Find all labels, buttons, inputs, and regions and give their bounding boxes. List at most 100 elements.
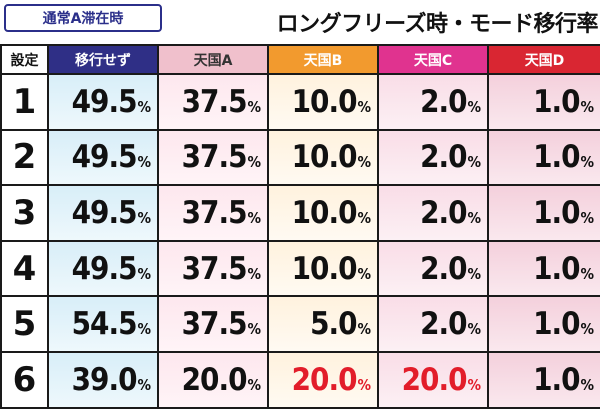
rate-value: 10.0 (291, 83, 358, 120)
rate-cell: 10.0% (267, 184, 379, 242)
rate-cell: 2.0% (377, 239, 489, 298)
table-header-row: 設定 移行せず 天国A 天国B 天国C 天国D (0, 44, 600, 75)
rate-cell: 5.0% (267, 295, 379, 353)
header-setting: 設定 (0, 44, 49, 75)
percent-sign: % (357, 153, 371, 172)
percent-sign: % (137, 97, 151, 116)
rate-value: 1.0 (533, 139, 580, 176)
rate-cell: 1.0% (487, 295, 600, 353)
rate-cell: 54.5% (47, 295, 159, 353)
rate-cell: 2.0% (377, 73, 489, 131)
percent-sign: % (137, 208, 151, 227)
rate-value: 49.5 (71, 139, 138, 176)
rate-value: 37.5 (181, 83, 248, 120)
percent-sign: % (467, 264, 481, 283)
percent-sign: % (467, 208, 481, 227)
header-heaven-b: 天国B (267, 44, 379, 75)
rate-cell: 20.0% (377, 350, 489, 409)
percent-sign: % (357, 97, 371, 116)
percent-sign: % (580, 264, 594, 283)
setting-number: 5 (0, 295, 49, 353)
rate-cell: 10.0% (267, 128, 379, 187)
percent-sign: % (137, 264, 151, 283)
rate-cell: 1.0% (487, 73, 600, 131)
rate-cell: 49.5% (47, 184, 159, 242)
setting-number: 2 (0, 128, 49, 187)
percent-sign: % (357, 264, 371, 283)
rate-value: 2.0 (420, 306, 467, 343)
percent-sign: % (137, 153, 151, 172)
rate-value: 54.5 (71, 306, 138, 343)
percent-sign: % (580, 153, 594, 172)
percent-sign: % (467, 375, 481, 394)
percent-sign: % (247, 375, 261, 394)
header-bar: 通常A滞在時 ロングフリーズ時・モード移行率 (0, 0, 600, 44)
rate-cell: 2.0% (377, 128, 489, 187)
setting-number: 3 (0, 184, 49, 242)
rate-value: 37.5 (181, 139, 248, 176)
rate-cell: 1.0% (487, 350, 600, 409)
state-badge: 通常A滞在時 (4, 4, 162, 32)
table-row: 6 39.0% 20.0% 20.0% 20.0% 1.0% (0, 350, 600, 409)
rate-value: 20.0 (401, 361, 468, 398)
percent-sign: % (357, 375, 371, 394)
rate-value: 10.0 (291, 250, 358, 287)
rate-cell: 1.0% (487, 184, 600, 242)
rate-value: 2.0 (420, 194, 467, 231)
rate-value: 10.0 (291, 139, 358, 176)
percent-sign: % (137, 320, 151, 339)
rate-cell: 2.0% (377, 295, 489, 353)
rate-value: 39.0 (71, 361, 138, 398)
percent-sign: % (357, 208, 371, 227)
rate-value: 37.5 (181, 306, 248, 343)
setting-number: 6 (0, 350, 49, 409)
header-heaven-d: 天国D (487, 44, 600, 75)
rate-value: 1.0 (533, 194, 580, 231)
rate-value: 1.0 (533, 83, 580, 120)
header-no-transition: 移行せず (47, 44, 159, 75)
percent-sign: % (247, 264, 261, 283)
table-row: 1 49.5% 37.5% 10.0% 2.0% 1.0% (0, 73, 600, 131)
rate-cell: 49.5% (47, 128, 159, 187)
percent-sign: % (467, 153, 481, 172)
rate-value: 49.5 (71, 250, 138, 287)
rate-value: 49.5 (71, 83, 138, 120)
setting-number: 4 (0, 239, 49, 298)
percent-sign: % (580, 320, 594, 339)
rate-cell: 20.0% (267, 350, 379, 409)
percent-sign: % (580, 375, 594, 394)
rate-cell: 49.5% (47, 239, 159, 298)
rate-value: 10.0 (291, 194, 358, 231)
rate-value: 2.0 (420, 139, 467, 176)
rate-cell: 10.0% (267, 73, 379, 131)
rate-cell: 37.5% (157, 239, 269, 298)
rate-value: 49.5 (71, 194, 138, 231)
header-heaven-a: 天国A (157, 44, 269, 75)
rate-value: 1.0 (533, 306, 580, 343)
table-row: 2 49.5% 37.5% 10.0% 2.0% 1.0% (0, 128, 600, 187)
rate-cell: 39.0% (47, 350, 159, 409)
rate-value: 20.0 (291, 361, 358, 398)
rate-value: 2.0 (420, 250, 467, 287)
rate-cell: 49.5% (47, 73, 159, 131)
rate-cell: 37.5% (157, 184, 269, 242)
rate-cell: 2.0% (377, 184, 489, 242)
rate-value: 37.5 (181, 250, 248, 287)
rate-value: 5.0 (310, 306, 357, 343)
rate-cell: 10.0% (267, 239, 379, 298)
rate-value: 1.0 (533, 250, 580, 287)
rate-cell: 20.0% (157, 350, 269, 409)
rate-cell: 37.5% (157, 128, 269, 187)
percent-sign: % (357, 320, 371, 339)
rate-value: 20.0 (181, 361, 248, 398)
header-heaven-c: 天国C (377, 44, 489, 75)
percent-sign: % (247, 97, 261, 116)
table-row: 3 49.5% 37.5% 10.0% 2.0% 1.0% (0, 184, 600, 242)
rate-value: 37.5 (181, 194, 248, 231)
rate-cell: 37.5% (157, 73, 269, 131)
page-title: ロングフリーズ時・モード移行率 (276, 12, 599, 37)
rate-value: 2.0 (420, 83, 467, 120)
percent-sign: % (247, 208, 261, 227)
setting-number: 1 (0, 73, 49, 131)
percent-sign: % (580, 208, 594, 227)
